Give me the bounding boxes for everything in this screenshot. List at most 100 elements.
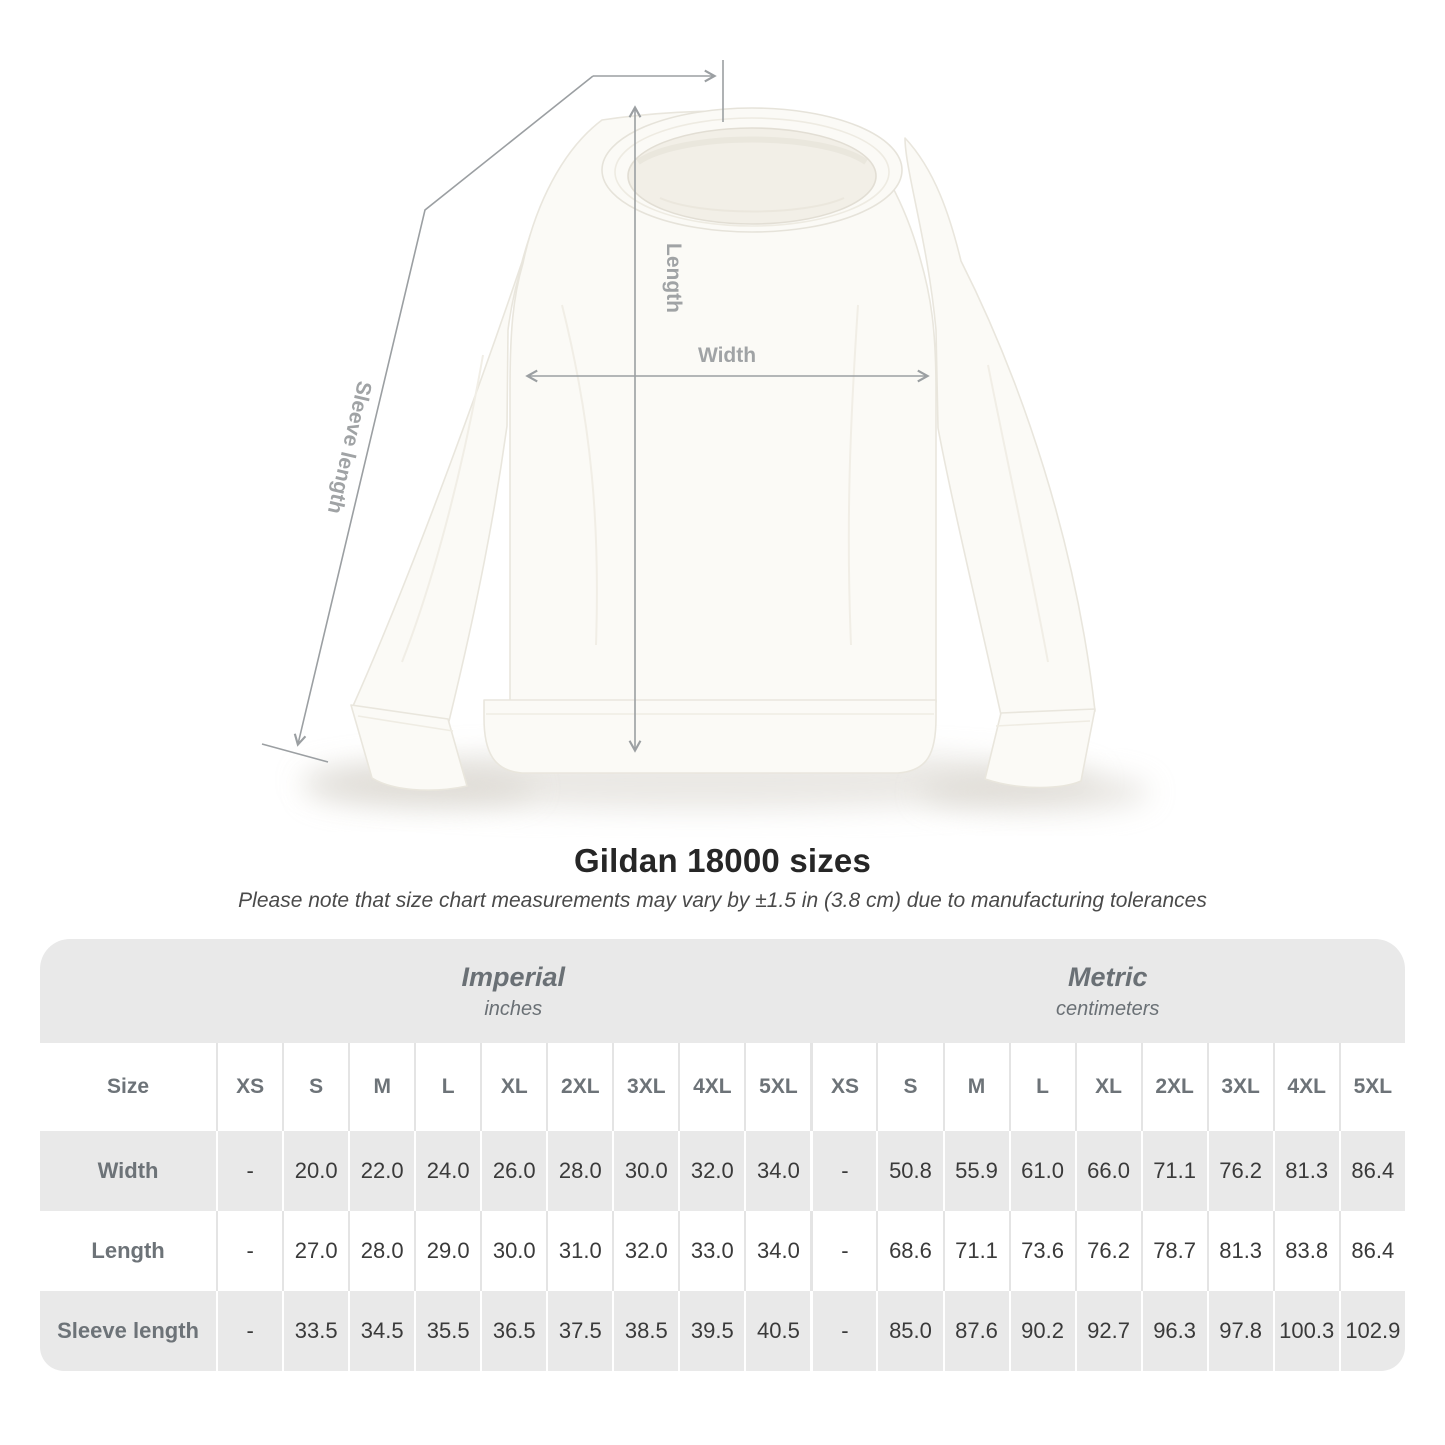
value-cell: -	[810, 1291, 877, 1371]
value-cell: 86.4	[1338, 1131, 1405, 1211]
size-table: Imperial inches Metric centimeters Size …	[40, 939, 1405, 1371]
value-cell: 61.0	[1008, 1131, 1075, 1211]
size-header-cell: L	[414, 1043, 481, 1131]
right-cuff	[984, 708, 1096, 789]
row-label: Length	[40, 1211, 217, 1291]
imperial-group-header: Imperial inches	[216, 939, 811, 1043]
measurement-annotations	[261, 60, 930, 763]
size-header-cell: 2XL	[1140, 1043, 1207, 1131]
value-cell: 87.6	[942, 1291, 1009, 1371]
value-cell: 81.3	[1272, 1131, 1339, 1211]
width-row: Width - 20.0 22.0 24.0 26.0 28.0 30.0 32…	[40, 1131, 1405, 1211]
size-header-cell: 4XL	[678, 1043, 745, 1131]
value-cell: 81.3	[1206, 1211, 1273, 1291]
value-cell: 34.0	[744, 1131, 811, 1211]
size-header-cell: M	[942, 1043, 1009, 1131]
value-cell: 30.0	[480, 1211, 547, 1291]
value-cell: 76.2	[1074, 1211, 1141, 1291]
value-cell: 28.0	[348, 1211, 415, 1291]
value-cell: 100.3	[1272, 1291, 1339, 1371]
size-header-cell: M	[348, 1043, 415, 1131]
row-label: Width	[40, 1131, 217, 1211]
size-header-row: Size XS S M L XL 2XL 3XL 4XL 5XL XS S M …	[40, 1043, 1405, 1131]
size-column-header: Size	[40, 1043, 217, 1131]
imperial-subtitle: inches	[484, 998, 543, 1021]
value-cell: 34.5	[348, 1291, 415, 1371]
value-cell: 20.0	[282, 1131, 349, 1211]
value-cell: 32.0	[612, 1211, 679, 1291]
value-cell: 33.5	[282, 1291, 349, 1371]
tolerance-note: Please note that size chart measurements…	[238, 889, 1207, 912]
size-header-cell: XS	[216, 1043, 283, 1131]
value-cell: -	[216, 1291, 283, 1371]
value-cell: 73.6	[1008, 1211, 1075, 1291]
value-cell: 71.1	[1140, 1131, 1207, 1211]
metric-group-header: Metric centimeters	[810, 939, 1405, 1043]
value-cell: 78.7	[1140, 1211, 1207, 1291]
width-label: Width	[698, 344, 756, 367]
metric-title: Metric	[1067, 961, 1148, 992]
size-header-cell: XL	[480, 1043, 547, 1131]
length-label: Length	[662, 243, 685, 313]
imperial-title: Imperial	[461, 961, 566, 992]
value-cell: 102.9	[1338, 1291, 1405, 1371]
size-header-cell: 3XL	[1206, 1043, 1273, 1131]
sweatshirt-diagram-svg: Length Width Sleeve length	[261, 60, 1150, 812]
value-cell: 29.0	[414, 1211, 481, 1291]
size-header-cell: 2XL	[546, 1043, 613, 1131]
value-cell: 83.8	[1272, 1211, 1339, 1291]
size-header-cell: 4XL	[1272, 1043, 1339, 1131]
value-cell: 37.5	[546, 1291, 613, 1371]
value-cell: -	[810, 1131, 877, 1211]
unit-band-row: Imperial inches Metric centimeters	[40, 939, 1405, 1043]
value-cell: 55.9	[942, 1131, 1009, 1211]
value-cell: 35.5	[414, 1291, 481, 1371]
value-cell: -	[216, 1131, 283, 1211]
size-header-cell: XL	[1074, 1043, 1141, 1131]
left-cuff	[350, 704, 468, 791]
sleeve-length-row: Sleeve length - 33.5 34.5 35.5 36.5 37.5…	[40, 1291, 1405, 1371]
value-cell: 26.0	[480, 1131, 547, 1211]
value-cell: 86.4	[1338, 1211, 1405, 1291]
collar	[601, 107, 903, 233]
metric-subtitle: centimeters	[1056, 998, 1160, 1021]
value-cell: 33.0	[678, 1211, 745, 1291]
value-cell: 96.3	[1140, 1291, 1207, 1371]
value-cell: 31.0	[546, 1211, 613, 1291]
value-cell: 24.0	[414, 1131, 481, 1211]
size-header-cell: L	[1008, 1043, 1075, 1131]
value-cell: 22.0	[348, 1131, 415, 1211]
size-header-cell: XS	[810, 1043, 877, 1131]
value-cell: 50.8	[876, 1131, 943, 1211]
size-header-cell: S	[876, 1043, 943, 1131]
value-cell: 66.0	[1074, 1131, 1141, 1211]
sleeve-length-line	[293, 75, 594, 747]
value-cell: 39.5	[678, 1291, 745, 1371]
value-cell: 68.6	[876, 1211, 943, 1291]
value-cell: -	[810, 1211, 877, 1291]
cuff-tick	[261, 743, 329, 763]
value-cell: 32.0	[678, 1131, 745, 1211]
value-cell: 38.5	[612, 1291, 679, 1371]
value-cell: 71.1	[942, 1211, 1009, 1291]
size-header-cell: 3XL	[612, 1043, 679, 1131]
size-header-cell: 5XL	[1338, 1043, 1405, 1131]
value-cell: 28.0	[546, 1131, 613, 1211]
value-cell: 30.0	[612, 1131, 679, 1211]
value-cell: 27.0	[282, 1211, 349, 1291]
value-cell: 76.2	[1206, 1131, 1273, 1211]
waistband	[483, 699, 937, 774]
value-cell: 34.0	[744, 1211, 811, 1291]
sweatshirt-image	[350, 107, 1096, 791]
length-row: Length - 27.0 28.0 29.0 30.0 31.0 32.0 3…	[40, 1211, 1405, 1291]
page-title: Gildan 18000 sizes	[573, 842, 872, 879]
size-header-cell: 5XL	[744, 1043, 811, 1131]
garment-measurement-diagram: Length Width Sleeve length	[261, 60, 1150, 812]
value-cell: 85.0	[876, 1291, 943, 1371]
value-cell: -	[216, 1211, 283, 1291]
size-header-cell: S	[282, 1043, 349, 1131]
value-cell: 40.5	[744, 1291, 811, 1371]
value-cell: 97.8	[1206, 1291, 1273, 1371]
value-cell: 90.2	[1008, 1291, 1075, 1371]
unit-band-spacer	[40, 939, 217, 1043]
